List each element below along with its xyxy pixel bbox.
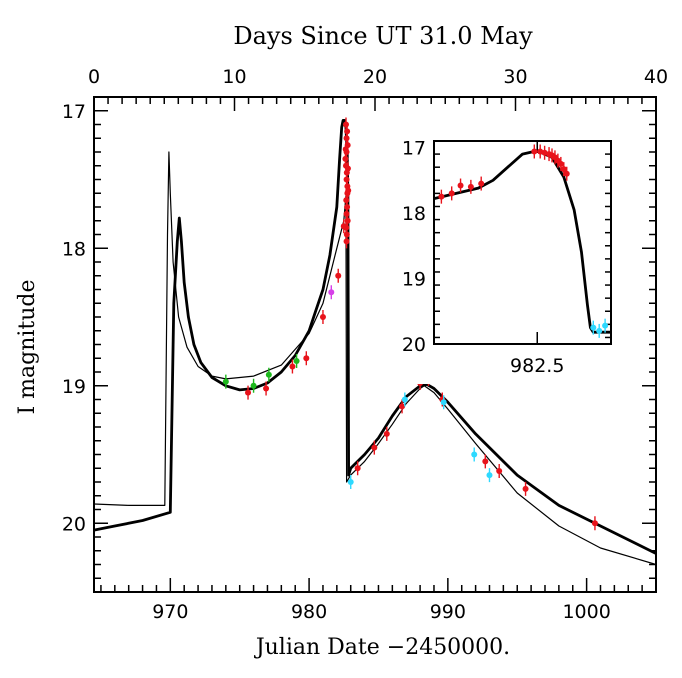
y-axis-label: I magnitude	[15, 279, 40, 414]
inset-background	[374, 121, 621, 384]
inset-red-data-point	[448, 190, 455, 197]
red-data-point	[344, 128, 351, 135]
inset-x-tick-label: 982.5	[510, 355, 564, 377]
inset-plot-area: 982.5 17 18 19 20	[374, 121, 621, 384]
red-data-point	[342, 146, 349, 153]
inset-cyan-data-point	[602, 322, 609, 329]
red-data-point	[343, 210, 350, 217]
main-x-tick-label: 980	[291, 601, 327, 623]
red-data-point	[345, 187, 352, 194]
red-data-point	[344, 217, 351, 224]
magenta-data-point	[328, 289, 335, 296]
red-data-point	[522, 485, 529, 492]
main-y-tick-label: 20	[62, 513, 86, 535]
inset-y-tick-label: 17	[402, 138, 426, 160]
red-data-point	[482, 458, 489, 465]
red-data-point	[343, 238, 350, 245]
red-data-point	[399, 403, 406, 410]
red-data-point	[344, 165, 351, 172]
red-data-point	[342, 121, 349, 128]
main-y-tick-label: 19	[62, 376, 86, 398]
red-data-point	[263, 385, 270, 392]
cyan-data-point	[486, 472, 493, 479]
green-data-point	[222, 378, 229, 385]
red-data-point	[303, 355, 310, 362]
red-data-point	[371, 444, 378, 451]
main-y-tick-label: 18	[62, 238, 86, 260]
cyan-data-point	[347, 479, 354, 485]
main-x-tick-label: 990	[430, 601, 466, 623]
cyan-data-point	[471, 451, 478, 458]
cyan-data-point	[440, 399, 447, 406]
red-data-point	[383, 430, 390, 437]
inset-y-tick-label: 18	[402, 203, 426, 225]
inset-red-data-point	[560, 166, 567, 173]
top-axis-tick-label: 30	[503, 66, 527, 88]
green-data-point	[293, 358, 300, 364]
x-axis-label: Julian Date −2450000.	[254, 635, 510, 660]
main-y-tick-label: 17	[62, 101, 86, 123]
red-data-point	[335, 272, 342, 279]
main-plot-area: 970 980 990 1000 17 18 19 20 0 10 20 30 40	[62, 66, 668, 623]
red-data-point	[354, 465, 361, 472]
inset-y-tick-label: 19	[402, 269, 426, 291]
main-x-tick-label: 1000	[562, 601, 610, 623]
red-data-point	[319, 314, 326, 320]
top-axis-tick-label: 10	[222, 66, 246, 88]
inset-cyan-data-point	[596, 327, 603, 334]
top-axis-tick-label: 0	[88, 66, 100, 88]
green-data-point	[250, 382, 257, 389]
top-axis-tick-label: 40	[644, 66, 668, 88]
cyan-data-point	[401, 396, 408, 403]
red-data-point	[245, 389, 252, 396]
inset-cyan-data-point	[590, 324, 597, 331]
green-data-point	[265, 371, 272, 378]
inset-red-data-point	[531, 148, 538, 155]
red-data-point	[289, 363, 296, 370]
red-data-point	[496, 468, 503, 474]
inset-red-data-point	[563, 170, 570, 177]
inset-red-data-point	[478, 180, 485, 187]
main-x-tick-label: 970	[152, 601, 188, 623]
red-data-point	[343, 176, 350, 183]
red-data-point	[343, 197, 350, 204]
red-data-point	[591, 520, 598, 527]
chart-title: Days Since UT 31.0 May	[233, 22, 533, 50]
inset-red-data-point	[438, 193, 445, 200]
top-axis-tick-label: 20	[363, 66, 387, 88]
inset-red-data-point	[557, 160, 564, 167]
inset-red-data-point	[467, 183, 474, 190]
red-data-point	[342, 155, 349, 162]
inset-y-tick-label: 20	[402, 334, 426, 356]
inset-frame	[433, 140, 612, 345]
model-thick-line	[93, 119, 657, 555]
inset-red-data-point	[457, 182, 464, 189]
